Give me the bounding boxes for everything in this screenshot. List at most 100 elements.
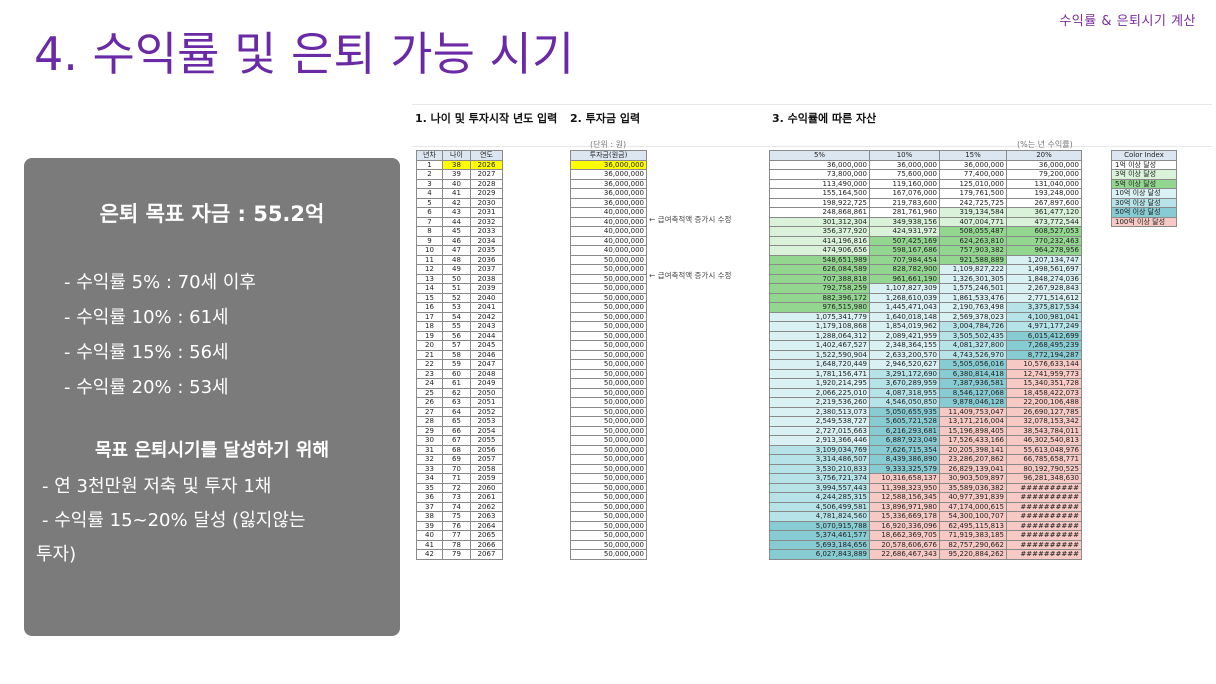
rate-line: - 수익률 10% : 61세 [64, 307, 229, 328]
table-row: 36,000,000 [570, 197, 647, 208]
table-cell: 5,070,915,788 [769, 520, 870, 531]
table-cell: 1,854,019,962 [869, 321, 940, 332]
table-row: 50,000,000 [570, 321, 647, 332]
table-cell: 17 [416, 311, 443, 322]
table-cell: 3,375,817,534 [1006, 302, 1082, 313]
table-cell: 11,409,753,047 [939, 406, 1007, 417]
table-cell: 2066 [470, 539, 503, 550]
table-row: 22 59 2047 [416, 359, 503, 370]
legend-item: 30억 이상 달성 [1111, 197, 1177, 208]
table-cell: 4,100,981,041 [1006, 311, 1082, 322]
table-cell: 50,000,000 [570, 311, 647, 322]
table-cell: 3,756,721,374 [769, 473, 870, 484]
table-cell: 1,848,274,036 [1006, 273, 1082, 284]
table-cell: 6,015,412,699 [1006, 330, 1082, 341]
table-cell: 356,377,920 [769, 226, 870, 237]
table-cell: 30 [416, 435, 443, 446]
table-cell: 27 [416, 406, 443, 417]
table-cell: 5,505,056,016 [939, 359, 1007, 370]
table-cell: 22 [416, 359, 443, 370]
table-cell: 50,000,000 [570, 463, 647, 474]
table-cell: 73,800,000 [769, 169, 870, 180]
table-row: 50,000,000 [570, 425, 647, 436]
color-index-legend: Color Index 1억 이상 달성 3억 이상 달성 5억 이상 달성 10억 … [1111, 150, 1177, 227]
table-cell: 2043 [470, 321, 503, 332]
table-cell: 882,396,172 [769, 292, 870, 303]
table-cell: 82,757,290,662 [939, 539, 1007, 550]
col-header: 투자금(원금) [570, 150, 647, 161]
table-row: 34 71 2059 [416, 473, 503, 484]
table-row: 50,000,000 [570, 273, 647, 284]
rate-unit-label: (%는 년 수익률) [1017, 140, 1073, 149]
table-cell: 921,588,889 [939, 254, 1007, 265]
table-row: 50,000,000 [570, 292, 647, 303]
table-row: 32 69 2057 [416, 454, 503, 465]
table-cell: 47,174,000,615 [939, 501, 1007, 512]
table-cell: 2032 [470, 216, 503, 227]
legend-row: 1억 이상 달성 [1111, 159, 1177, 170]
table-cell: 2059 [470, 473, 503, 484]
table-row: 2,727,015,663 6,216,293,681 15,196,898,405… [769, 425, 1082, 436]
table-row: 1,402,467,527 2,348,364,155 4,081,327,800 7… [769, 340, 1082, 351]
table-cell: 36,000,000 [1006, 159, 1082, 170]
plan-line: - 연 3천만원 저축 및 투자 1채 [42, 476, 272, 497]
table-cell: 79,200,000 [1006, 169, 1082, 180]
table-row: 2,219,536,260 4,546,050,850 9,878,046,128 2… [769, 397, 1082, 408]
table-row: 17 54 2042 [416, 311, 503, 322]
table-row: 6 43 2031 [416, 207, 503, 218]
table-row: 5,070,915,788 16,920,336,096 62,495,115,81… [769, 520, 1082, 531]
table-row: 626,084,589 828,782,900 1,109,827,222 1,498… [769, 264, 1082, 275]
table-row: 414,196,816 507,425,169 624,263,810 770,232… [769, 235, 1082, 246]
table-cell: 3,994,557,443 [769, 482, 870, 493]
table-cell: 8,546,127,068 [939, 387, 1007, 398]
table-row: 50,000,000 [570, 264, 647, 275]
table-cell: 2042 [470, 311, 503, 322]
table-cell: 125,010,000 [939, 178, 1007, 189]
table-cell: 2026 [470, 159, 503, 170]
table-cell: ########## [1006, 539, 1082, 550]
table-cell: 1,498,561,697 [1006, 264, 1082, 275]
rate-line: - 수익률 20% : 53세 [64, 377, 229, 398]
table-cell: 50 [442, 273, 471, 284]
table-row: 3,530,210,833 9,333,325,579 26,829,139,041… [769, 463, 1082, 474]
table-cell: 5,374,461,577 [769, 530, 870, 541]
table-cell: 624,263,810 [939, 235, 1007, 246]
table-cell: 281,761,960 [869, 207, 940, 218]
table-cell: 13,171,216,004 [939, 416, 1007, 427]
table-row: 2,549,538,727 5,605,721,528 13,171,216,004… [769, 416, 1082, 427]
table-row: 36,000,000 [570, 159, 647, 170]
table-cell: 68 [442, 444, 471, 455]
table-cell: 361,477,120 [1006, 207, 1082, 218]
corner-label: 수익률 & 은퇴시기 계산 [1059, 14, 1196, 29]
table-cell: 2051 [470, 397, 503, 408]
table-cell: 67 [442, 435, 471, 446]
table-cell: 29 [416, 425, 443, 436]
legend-row: 5억 이상 달성 [1111, 178, 1177, 189]
table-cell: 2,771,514,612 [1006, 292, 1082, 303]
table-cell: 961,661,190 [869, 273, 940, 284]
table-cell: 1,075,341,779 [769, 311, 870, 322]
table-cell: 23 [416, 368, 443, 379]
table-cell: 18,662,369,705 [869, 530, 940, 541]
table-cell: 40,000,000 [570, 216, 647, 227]
table-cell: 22,686,467,343 [869, 549, 940, 560]
table-cell: 53 [442, 302, 471, 313]
legend-item: 5억 이상 달성 [1111, 178, 1177, 189]
table-cell: 71,919,383,185 [939, 530, 1007, 541]
table-cell: 36 [416, 492, 443, 503]
table-cell: 30,903,509,897 [939, 473, 1007, 484]
table-cell: 319,134,584 [939, 207, 1007, 218]
table-cell: 21 [416, 349, 443, 360]
table-cell: 193,248,000 [1006, 188, 1082, 199]
table-cell: 2046 [470, 349, 503, 360]
table-row: 50,000,000 [570, 378, 647, 389]
table-cell: 2056 [470, 444, 503, 455]
table-row: 5,374,461,577 18,662,369,705 71,919,383,18… [769, 530, 1082, 541]
table-cell: 69 [442, 454, 471, 465]
col-header: 15% [939, 150, 1007, 161]
table-cell: 828,782,900 [869, 264, 940, 275]
table-row: 198,922,725 219,783,600 242,725,725 267,897… [769, 197, 1082, 208]
table-cell: 757,903,382 [939, 245, 1007, 256]
table-row: 2,913,366,446 6,887,923,049 17,526,433,166… [769, 435, 1082, 446]
plan-line: - 수익률 15~20% 달성 (잃지않는 [42, 510, 306, 531]
